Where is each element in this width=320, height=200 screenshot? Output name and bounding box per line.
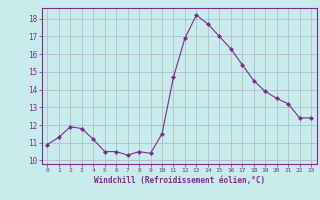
X-axis label: Windchill (Refroidissement éolien,°C): Windchill (Refroidissement éolien,°C) — [94, 176, 265, 185]
